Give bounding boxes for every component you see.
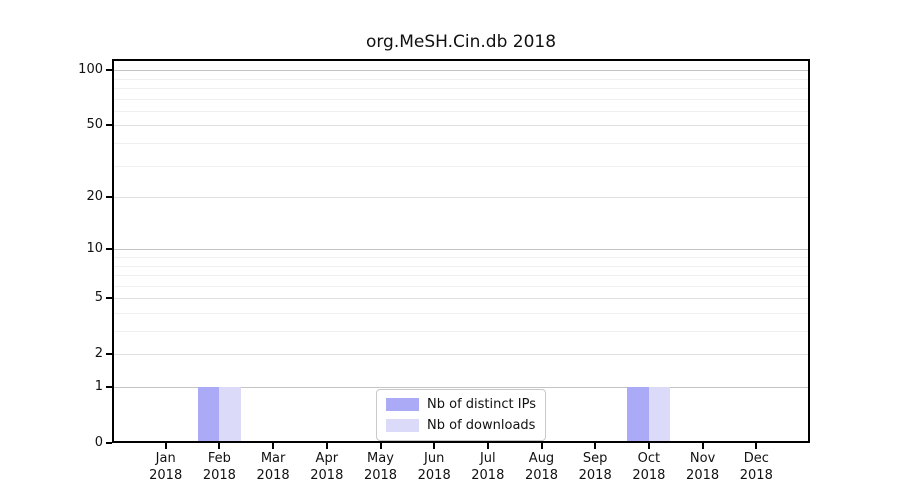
plot-area: [112, 59, 810, 443]
gridline-minor: [113, 88, 809, 89]
gridline-major: [113, 249, 809, 251]
x-tick-label-month: Jul: [479, 451, 496, 466]
gridline-minor: [113, 275, 809, 276]
x-tick-label-year: 2018: [739, 468, 773, 483]
y-tick-label: 1: [94, 379, 103, 394]
legend-swatch-downloads: [386, 419, 420, 432]
x-tick-label: Oct 2018: [613, 450, 685, 484]
x-tick-mark: [218, 443, 221, 449]
gridline-minor: [113, 265, 809, 267]
x-tick-label-month: May: [367, 451, 394, 466]
x-tick-mark: [379, 443, 382, 449]
gridline-minor: [113, 78, 809, 80]
y-tick-mark: [106, 353, 112, 356]
x-tick-mark: [540, 443, 543, 449]
y-tick-label: 0: [94, 435, 103, 450]
x-tick-label: Aug 2018: [506, 450, 578, 484]
x-tick-label-month: Jan: [155, 451, 176, 466]
x-tick-mark: [594, 443, 597, 449]
gridline-major: [113, 70, 809, 72]
legend: Nb of distinct IPs Nb of downloads: [376, 389, 546, 441]
x-tick-label-month: Jun: [424, 451, 445, 466]
gridline-minor: [113, 165, 809, 167]
x-tick-label-year: 2018: [471, 468, 505, 483]
x-tick-label: Jun 2018: [398, 450, 470, 484]
x-tick-label-year: 2018: [686, 468, 720, 483]
chart-title: org.MeSH.Cin.db 2018: [365, 32, 557, 52]
gridline-minor: [113, 257, 809, 258]
x-tick-label: Dec 2018: [720, 450, 792, 484]
bar-distinct-ips: [627, 387, 649, 443]
legend-label-distinct-ips: Nb of distinct IPs: [427, 397, 536, 412]
y-tick-mark: [106, 124, 112, 127]
y-tick-label: 50: [86, 117, 103, 133]
x-tick-label: May 2018: [345, 450, 417, 484]
x-tick-label-year: 2018: [417, 468, 451, 483]
y-tick-mark: [106, 442, 112, 444]
gridline-major: [113, 125, 809, 127]
x-tick-label-year: 2018: [363, 468, 398, 483]
x-tick-mark: [647, 443, 650, 449]
x-tick-label: Jul 2018: [452, 450, 524, 484]
y-tick-mark: [106, 297, 112, 300]
bar-downloads: [648, 387, 671, 443]
x-tick-label: Nov 2018: [667, 450, 739, 484]
x-tick-label: Mar 2018: [237, 450, 309, 484]
y-tick-mark: [106, 248, 112, 251]
x-tick-mark: [486, 443, 489, 449]
y-tick-mark: [106, 196, 112, 199]
x-tick-mark: [433, 443, 436, 449]
legend-swatch-distinct-ips: [386, 398, 420, 411]
x-tick-label-year: 2018: [632, 468, 666, 483]
x-tick-label-year: 2018: [149, 468, 183, 483]
bar-downloads: [219, 387, 241, 443]
y-tick-mark: [106, 386, 112, 388]
gridline-major: [113, 354, 809, 356]
gridline-minor: [113, 331, 809, 332]
y-tick-mark: [106, 69, 112, 72]
y-tick-label: 20: [86, 189, 103, 205]
gridline-minor: [113, 143, 809, 144]
x-tick-mark: [755, 443, 758, 449]
y-tick-label: 10: [86, 241, 103, 257]
x-tick-label-month: Apr: [315, 451, 339, 466]
x-tick-label: Jan 2018: [130, 450, 202, 484]
legend-label-downloads: Nb of downloads: [427, 418, 536, 433]
x-tick-label-month: Nov: [689, 451, 716, 466]
x-tick-mark: [272, 443, 275, 449]
x-tick-mark: [164, 443, 167, 449]
x-tick-mark: [701, 443, 704, 449]
gridline-minor: [113, 285, 809, 287]
y-tick-label: 100: [78, 62, 103, 78]
bar-distinct-ips: [197, 387, 220, 443]
x-tick-mark: [325, 443, 328, 449]
gridline-minor: [113, 98, 809, 100]
gridline-major: [113, 298, 809, 300]
legend-item-distinct-ips: Nb of distinct IPs: [386, 395, 536, 414]
gridline-major: [113, 387, 809, 388]
gridline-major: [113, 197, 809, 199]
legend-item-downloads: Nb of downloads: [386, 416, 536, 435]
x-tick-label-month: Oct: [637, 451, 661, 466]
x-tick-label-month: Mar: [260, 451, 286, 466]
x-tick-label-month: Feb: [207, 451, 231, 466]
x-tick-label-month: Aug: [528, 451, 555, 466]
x-tick-label-year: 2018: [310, 468, 344, 483]
gridline-minor: [113, 110, 809, 112]
y-tick-label: 2: [94, 346, 103, 362]
x-tick-label-month: Sep: [582, 451, 608, 466]
x-tick-label-year: 2018: [202, 468, 236, 483]
x-tick-label-year: 2018: [256, 468, 290, 483]
gridline-minor: [113, 313, 809, 314]
x-tick-label: Apr 2018: [291, 450, 363, 484]
x-tick-label-month: Dec: [743, 451, 769, 466]
x-tick-label: Feb 2018: [183, 450, 255, 484]
y-tick-label: 5: [94, 290, 103, 306]
x-tick-label-year: 2018: [524, 468, 559, 483]
x-tick-label: Sep 2018: [559, 450, 631, 484]
x-tick-label-year: 2018: [578, 468, 612, 483]
